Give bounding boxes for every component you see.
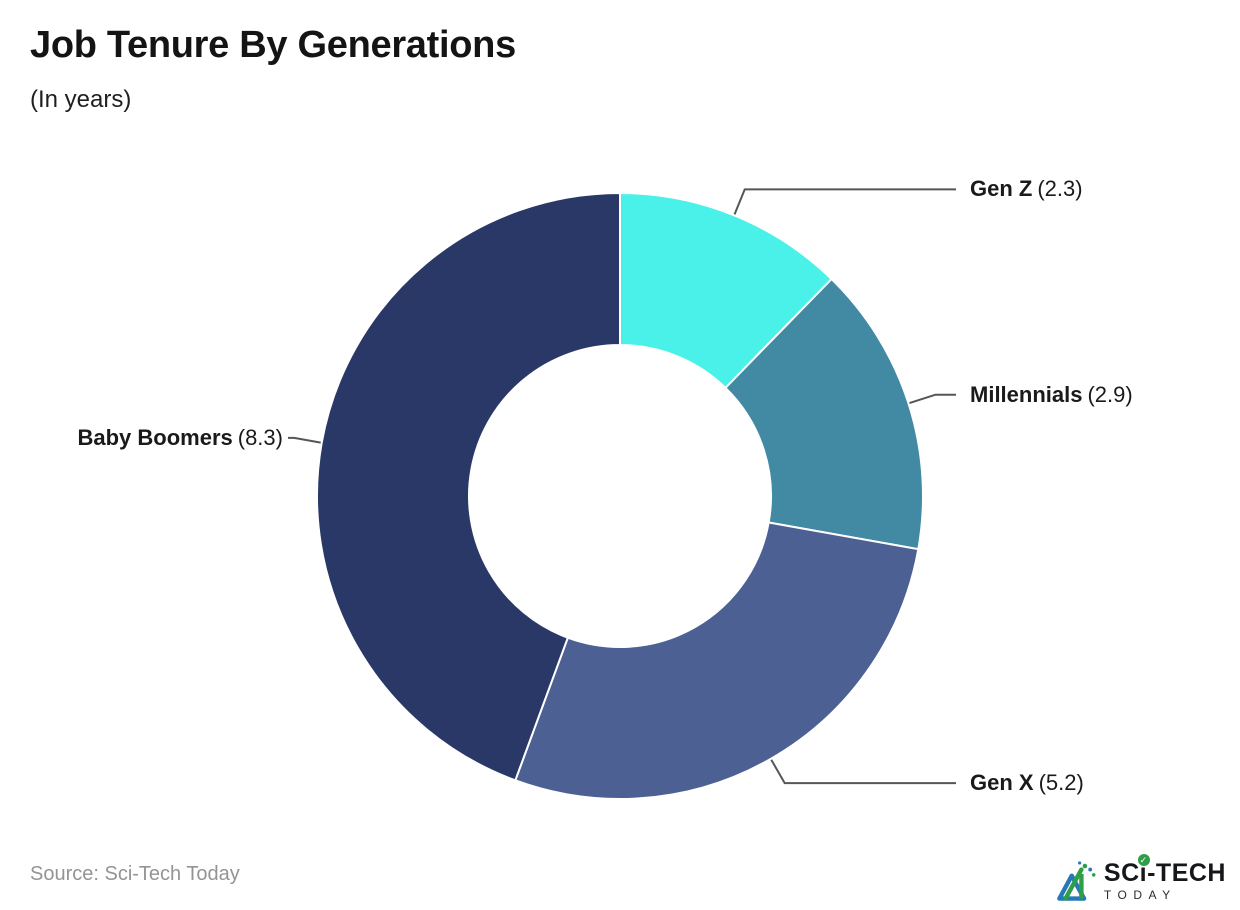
check-icon: ✓ [1137,853,1150,866]
page-subtitle: (In years) [30,86,132,113]
slice-value: (2.9) [1087,381,1133,407]
slice-name: Baby Boomers [77,424,233,450]
logo-word-right: -TECH [1147,858,1226,887]
logo-i-stem: ı [1139,858,1148,887]
logo-word-left: SC [1103,858,1140,887]
logo-wordmark: SC ı ✓ -TECH [1103,853,1226,887]
donut-slice-millennials [724,278,924,551]
slice-label-baby-boomers: Baby Boomers (8.3) [77,424,283,450]
scitech-logo: SC ı ✓ -TECH TODAY [1055,853,1226,904]
donut-slice-gen-x [514,521,920,800]
slice-value: (8.3) [237,424,283,450]
leader-line-gen-x [770,759,956,785]
source-text: Source: Sci-Tech Today [30,863,240,885]
scitech-logo-mark-icon [1057,861,1096,901]
leader-line-gen-z [733,188,956,215]
slice-label-millennials: Millennials (2.9) [970,381,1133,407]
slice-label-gen-z: Gen Z (2.3) [970,177,1083,201]
donut-slice-gen-z [619,192,833,389]
slice-name: Gen X [970,770,1034,796]
logo-letter-i: ı ✓ [1137,853,1150,887]
leader-line-baby-boomers [288,436,321,444]
leader-line-millennials [909,393,956,404]
page-title: Job Tenure By Generations [30,24,516,66]
logo-tagline: TODAY [1103,887,1177,902]
slice-value: (5.2) [1038,770,1084,796]
slice-name: Gen Z [970,176,1033,202]
donut-slice-baby-boomers [316,192,621,782]
slice-label-gen-x: Gen X (5.2) [970,770,1084,796]
slice-value: (2.3) [1037,176,1083,202]
slice-name: Millennials [970,381,1083,407]
